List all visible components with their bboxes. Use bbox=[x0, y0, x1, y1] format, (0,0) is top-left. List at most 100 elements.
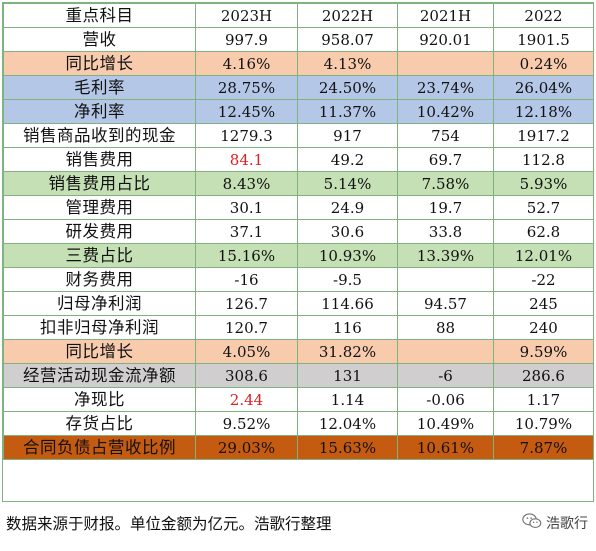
table-cell: 240 bbox=[493, 315, 594, 340]
table-cell: 24.50% bbox=[297, 75, 398, 100]
table-cell: 15.16% bbox=[195, 243, 298, 268]
table-cell: 1.17 bbox=[493, 387, 594, 412]
table-cell bbox=[397, 267, 494, 292]
table-cell: 84.1 bbox=[195, 147, 298, 172]
row-label: 财务费用 bbox=[3, 267, 196, 292]
table-cell: 12.18% bbox=[493, 99, 594, 124]
table-cell: 4.13% bbox=[297, 51, 398, 76]
table-cell: 5.93% bbox=[493, 171, 594, 196]
table-cell: 1.14 bbox=[297, 387, 398, 412]
table-cell: 754 bbox=[397, 123, 494, 148]
table-cell: 10.79% bbox=[493, 411, 594, 436]
table-cell: 112.8 bbox=[493, 147, 594, 172]
row-label: 毛利率 bbox=[3, 75, 196, 100]
table-cell: 30.1 bbox=[195, 195, 298, 220]
table-cell: 8.43% bbox=[195, 171, 298, 196]
table-cell: 12.45% bbox=[195, 99, 298, 124]
header-row: 重点科目 2023H 2022H 2021H 2022 bbox=[3, 3, 594, 28]
wechat-icon bbox=[522, 512, 542, 534]
table-cell: 920.01 bbox=[397, 27, 494, 52]
table-row: 归母净利润 126.7 114.66 94.57 245 bbox=[3, 291, 594, 316]
row-label: 净现比 bbox=[3, 387, 196, 412]
table-cell: 69.7 bbox=[397, 147, 494, 172]
table-row: 销售费用 84.1 49.2 69.7 112.8 bbox=[3, 147, 594, 172]
row-label: 扣非归母净利润 bbox=[3, 315, 196, 340]
table-cell: 131 bbox=[297, 363, 398, 388]
row-label: 销售费用占比 bbox=[3, 171, 196, 196]
table-cell: 33.8 bbox=[397, 219, 494, 244]
table-cell: 37.1 bbox=[195, 219, 298, 244]
row-label: 销售费用 bbox=[3, 147, 196, 172]
table-cell: 10.61% bbox=[397, 435, 494, 460]
watermark-text: 浩歌行 bbox=[546, 516, 588, 532]
table-cell: 7.87% bbox=[493, 435, 594, 460]
table-row: 存货占比 9.52% 12.04% 10.49% 10.79% bbox=[3, 411, 594, 436]
financial-table-frame: 重点科目 2023H 2022H 2021H 2022 营收 997.9 958.0… bbox=[2, 2, 594, 502]
table-cell: 31.82% bbox=[297, 339, 398, 364]
table-cell: 28.75% bbox=[195, 75, 298, 100]
table-cell: 126.7 bbox=[195, 291, 298, 316]
table-cell: -6 bbox=[397, 363, 494, 388]
table-cell: 114.66 bbox=[297, 291, 398, 316]
row-label: 净利率 bbox=[3, 99, 196, 124]
row-label: 存货占比 bbox=[3, 411, 196, 436]
table-cell: 1917.2 bbox=[493, 123, 594, 148]
row-label: 同比增长 bbox=[3, 339, 196, 364]
table-cell: 958.07 bbox=[297, 27, 398, 52]
row-label: 合同负债占营收比例 bbox=[3, 435, 196, 460]
table-cell: 4.05% bbox=[195, 339, 298, 364]
header-cell-2022h: 2022H bbox=[297, 3, 398, 28]
table-body: 营收 997.9 958.07 920.01 1901.5 同比增长 4.16% 4.13% 0… bbox=[3, 27, 594, 460]
row-label: 研发费用 bbox=[3, 219, 196, 244]
row-label: 管理费用 bbox=[3, 195, 196, 220]
table-row: 净现比 2.44 1.14 -0.06 1.17 bbox=[3, 387, 594, 412]
row-label: 三费占比 bbox=[3, 243, 196, 268]
table-cell: 245 bbox=[493, 291, 594, 316]
table-cell: 49.2 bbox=[297, 147, 398, 172]
table-cell: 1279.3 bbox=[195, 123, 298, 148]
table-cell: 10.42% bbox=[397, 99, 494, 124]
row-label: 营收 bbox=[3, 27, 196, 52]
table-row: 研发费用 37.1 30.6 33.8 62.8 bbox=[3, 219, 594, 244]
table-cell: 23.74% bbox=[397, 75, 494, 100]
table-row: 营收 997.9 958.07 920.01 1901.5 bbox=[3, 27, 594, 52]
table-cell: 2.44 bbox=[195, 387, 298, 412]
table-cell: 24.9 bbox=[297, 195, 398, 220]
watermark: 浩歌行 bbox=[522, 512, 588, 534]
table-cell: 62.8 bbox=[493, 219, 594, 244]
row-label: 经营活动现金流净额 bbox=[3, 363, 196, 388]
header-cell-2022: 2022 bbox=[493, 3, 594, 28]
table-cell: 7.58% bbox=[397, 171, 494, 196]
table-row: 三费占比 15.16% 10.93% 13.39% 12.01% bbox=[3, 243, 594, 268]
table-cell: 26.04% bbox=[493, 75, 594, 100]
table-cell: 10.93% bbox=[297, 243, 398, 268]
table-cell: 116 bbox=[297, 315, 398, 340]
header-cell-item: 重点科目 bbox=[3, 3, 196, 28]
header-cell-2023h: 2023H bbox=[195, 3, 298, 28]
table-row: 销售费用占比 8.43% 5.14% 7.58% 5.93% bbox=[3, 171, 594, 196]
table-row: 管理费用 30.1 24.9 19.7 52.7 bbox=[3, 195, 594, 220]
source-note: 数据来源于财报。单位金额为亿元。浩歌行整理 bbox=[6, 515, 332, 533]
financial-table: 重点科目 2023H 2022H 2021H 2022 营收 997.9 958.0… bbox=[3, 3, 594, 460]
table-cell: 120.7 bbox=[195, 315, 298, 340]
table-cell: 9.52% bbox=[195, 411, 298, 436]
table-cell: 29.03% bbox=[195, 435, 298, 460]
table-row: 销售商品收到的现金 1279.3 917 754 1917.2 bbox=[3, 123, 594, 148]
table-cell: 1901.5 bbox=[493, 27, 594, 52]
row-label: 同比增长 bbox=[3, 51, 196, 76]
table-row: 毛利率 28.75% 24.50% 23.74% 26.04% bbox=[3, 75, 594, 100]
table-row: 同比增长 4.05% 31.82% 9.59% bbox=[3, 339, 594, 364]
table-cell: 15.63% bbox=[297, 435, 398, 460]
table-row: 净利率 12.45% 11.37% 10.42% 12.18% bbox=[3, 99, 594, 124]
row-label: 归母净利润 bbox=[3, 291, 196, 316]
row-label: 销售商品收到的现金 bbox=[3, 123, 196, 148]
table-row: 财务费用 -16 -9.5 -22 bbox=[3, 267, 594, 292]
table-row: 同比增长 4.16% 4.13% 0.24% bbox=[3, 51, 594, 76]
header-cell-2021h: 2021H bbox=[397, 3, 494, 28]
table-cell: 19.7 bbox=[397, 195, 494, 220]
table-cell: 5.14% bbox=[297, 171, 398, 196]
table-cell bbox=[397, 51, 494, 76]
table-cell: 13.39% bbox=[397, 243, 494, 268]
table-cell: 0.24% bbox=[493, 51, 594, 76]
table-cell: 52.7 bbox=[493, 195, 594, 220]
